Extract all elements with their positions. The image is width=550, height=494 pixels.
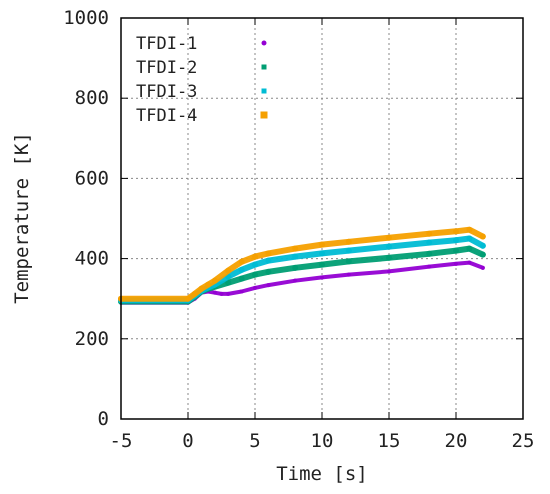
data-point [320,275,324,280]
y-tick-label: 200 [75,328,109,350]
data-point [466,226,473,233]
data-point [345,247,352,254]
legend-entry: TFDI-2 [136,58,267,78]
data-point [319,241,325,248]
y-tick-label: 800 [75,87,109,109]
x-axis-title: Time [s] [276,463,368,485]
data-point [386,254,392,261]
legend-label: TFDI-4 [136,106,197,126]
x-tick-label: 25 [512,430,535,452]
legend-marker [261,40,267,46]
data-point [185,295,191,302]
data-point [219,291,224,296]
data-point [345,258,352,265]
data-point [238,266,245,273]
legend-marker [261,64,267,70]
data-point [479,233,486,240]
data-point [427,264,432,269]
series-4 [118,226,486,302]
y-tick-label: 1000 [63,7,109,29]
grid [121,18,523,419]
data-point [238,275,245,282]
data-point [226,291,231,296]
y-tick-label: 400 [75,248,109,270]
data-point [238,258,245,265]
data-point [345,238,352,245]
data-point [426,230,433,237]
data-point [479,242,486,249]
data-point [265,250,272,257]
x-tick-label: 10 [311,430,334,452]
data-point [252,261,258,268]
y-tick-label: 0 [98,408,109,430]
data-point [266,283,271,288]
data-point [239,289,244,294]
legend-entry: TFDI-3 [136,82,267,102]
y-axis-title: Temperature [K] [11,132,33,304]
data-point [292,264,299,271]
data-point [387,269,391,274]
y-tick-label: 600 [75,167,109,189]
legend-entry: TFDI-4 [136,106,268,126]
data-point [453,247,459,254]
x-tick-label: 0 [182,430,193,452]
legend-marker [260,111,268,119]
data-point [205,281,212,288]
data-point [319,250,325,257]
legend-label: TFDI-3 [136,82,197,102]
data-point [293,278,298,283]
x-tick-label: 5 [249,430,260,452]
data-point [480,265,485,270]
data-point [346,272,351,277]
data-point [386,234,392,241]
legend-label: TFDI-1 [136,34,197,54]
x-tick-label: 20 [445,430,468,452]
data-point [454,261,458,266]
legend-marker [261,88,267,94]
x-tick-label: 15 [378,430,401,452]
data-point [198,285,205,292]
data-point [479,251,486,258]
data-point [453,228,459,235]
data-point [426,250,433,257]
data-point [253,285,257,290]
data-point [212,290,217,295]
data-point [292,245,299,252]
data-point [225,267,232,274]
series-layer [118,226,486,305]
data-point [426,239,433,246]
legend: TFDI-1 TFDI-2 TFDI-3 TFDI-4 [136,34,268,126]
data-point [466,235,473,242]
data-point [211,277,218,284]
data-point [265,257,272,264]
data-point [225,279,232,286]
data-point [453,237,459,244]
x-tick-label: -5 [110,430,133,452]
legend-entry: TFDI-1 [136,34,267,54]
data-point [319,261,325,268]
data-point [466,245,473,252]
data-point [252,271,258,278]
data-point [191,290,198,297]
data-point [265,268,272,275]
data-point [467,260,472,265]
data-point [252,253,258,260]
data-point [386,243,392,250]
data-point [292,253,299,260]
legend-label: TFDI-2 [136,58,197,78]
